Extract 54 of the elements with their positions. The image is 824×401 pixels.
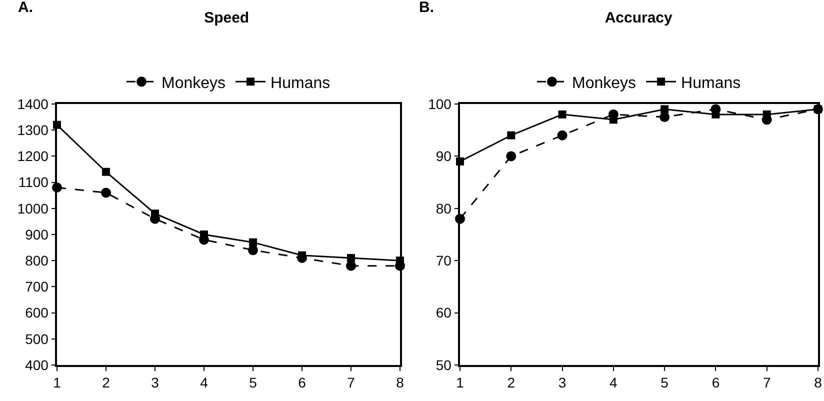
text: A. [18,0,33,16]
x-tick-label: 8 [814,374,822,391]
point [557,130,568,140]
x-tick-label: 5 [249,374,258,391]
y-tick-label: 90 [436,148,452,164]
x-tick-label: 7 [762,374,771,391]
point [660,112,670,122]
y-tick-label: 1300 [17,122,49,138]
y-tick-label: 60 [436,304,452,321]
x-tick-label: 4 [200,374,208,391]
x-tick-label: 7 [347,374,356,391]
y-tick-label: 1400 [17,96,49,112]
legend-label: Monkeys [162,74,226,92]
x-tick-label: 6 [712,374,720,391]
x-tick-label: 2 [507,374,516,391]
x-tick-label: 2 [102,374,110,391]
point [248,245,258,256]
y-tick-label: 50 [436,356,452,373]
legend-label: Humans [270,74,330,92]
point [347,254,355,262]
legend-label: Humans [681,74,741,92]
y-tick-label: 400 [25,356,49,373]
point [102,168,110,176]
x-tick-label: 3 [151,374,160,391]
x-tick-label: 8 [396,374,404,391]
point [660,105,669,114]
x-tick-label: 1 [456,374,464,391]
x-tick-label: 6 [298,374,306,391]
y-tick-label: 800 [25,252,49,268]
point [507,131,516,140]
text: B. [419,0,434,16]
x-tick-label: 1 [53,374,62,391]
chart-title: Accuracy [604,10,674,27]
y-tick-label: 100 [428,96,452,112]
point [558,110,566,118]
y-tick-label: 900 [25,226,49,242]
y-tick-label: 70 [436,252,452,268]
x-tick-label: 5 [660,374,669,391]
y-tick-label: 80 [436,200,452,216]
legend-label: Monkeys [572,74,636,92]
point [249,238,257,246]
y-tick-label: 500 [25,330,49,347]
point [101,188,111,198]
point [762,110,771,118]
y-tick-label: 1200 [17,148,49,164]
chart-title: Speed [204,10,250,27]
y-tick-label: 600 [25,304,49,321]
point [346,260,356,271]
point [506,151,516,162]
y-tick-label: 700 [25,278,49,295]
x-tick-label: 4 [610,374,618,391]
y-tick-label: 1100 [18,174,49,190]
y-tick-label: 1000 [17,200,49,216]
x-tick-label: 3 [558,374,566,391]
